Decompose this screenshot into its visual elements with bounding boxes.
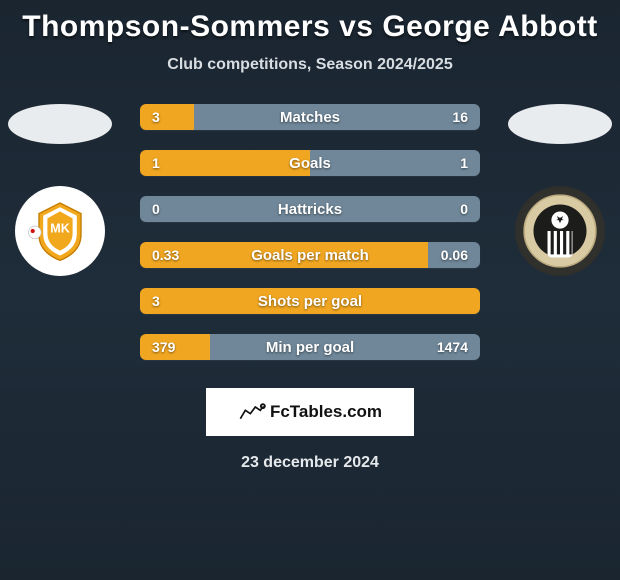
player-right-column xyxy=(500,104,620,276)
date-text: 23 december 2024 xyxy=(0,454,620,472)
bar-center-label: Goals xyxy=(140,150,480,176)
bar-row-goals-per-match: 0.330.06Goals per match xyxy=(140,242,480,268)
club-badge-right xyxy=(515,186,605,276)
club-badge-left: MK xyxy=(15,186,105,276)
fctables-mark-icon xyxy=(238,402,266,422)
player-left-column: MK xyxy=(0,104,120,276)
fctables-logo: FcTables.com xyxy=(206,388,414,436)
player-right-avatar-placeholder xyxy=(508,104,612,144)
page-title: Thompson-Sommers vs George Abbott xyxy=(0,0,620,44)
comparison-content: MK 316Matches 11Goals 00Hattricks 0.330.06G… xyxy=(0,104,620,360)
mk-dons-crest-icon: MK xyxy=(25,196,95,266)
bar-center-label: Goals per match xyxy=(140,242,480,268)
notts-county-crest-icon xyxy=(521,192,599,270)
fctables-logo-text: FcTables.com xyxy=(270,402,382,422)
player-left-avatar-placeholder xyxy=(8,104,112,144)
bar-row-min-per-goal: 3791474Min per goal xyxy=(140,334,480,360)
subtitle: Club competitions, Season 2024/2025 xyxy=(0,56,620,74)
bar-row-hattricks: 00Hattricks xyxy=(140,196,480,222)
bar-row-goals: 11Goals xyxy=(140,150,480,176)
bar-center-label: Hattricks xyxy=(140,196,480,222)
bar-center-label: Matches xyxy=(140,104,480,130)
bar-center-label: Shots per goal xyxy=(140,288,480,314)
bar-center-label: Min per goal xyxy=(140,334,480,360)
bar-row-matches: 316Matches xyxy=(140,104,480,130)
svg-text:MK: MK xyxy=(50,221,70,235)
bar-row-shots-per-goal: 3Shots per goal xyxy=(140,288,480,314)
comparison-bars: 316Matches 11Goals 00Hattricks 0.330.06Goal… xyxy=(140,104,480,360)
